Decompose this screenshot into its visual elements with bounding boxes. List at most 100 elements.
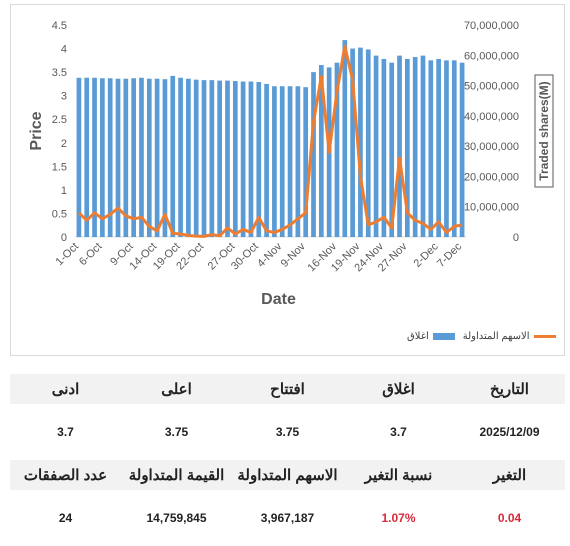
- x-tick-label: 9-Nov: [279, 240, 309, 270]
- header-open: افتتاح: [270, 381, 305, 398]
- y-right-tick-label: 30,000,000: [464, 141, 519, 153]
- price-bar: [201, 80, 207, 238]
- price-bar: [365, 49, 371, 238]
- x-tick-label: 1-Oct: [54, 241, 82, 269]
- price-bar: [107, 78, 113, 237]
- price-bar: [123, 78, 129, 237]
- price-bar: [444, 60, 449, 238]
- y-left-tick-label: 3: [61, 91, 67, 103]
- price-bar: [193, 79, 199, 237]
- price-bar: [232, 81, 238, 237]
- legend-bar-swatch: [432, 333, 455, 340]
- legend-line-swatch: [533, 335, 556, 338]
- header-date: التاريخ: [490, 381, 529, 398]
- header-high: اعلى: [161, 381, 192, 398]
- header-change: التغير: [492, 467, 527, 484]
- value-traded-value: 14,759,845: [146, 511, 207, 525]
- price-bar: [264, 83, 269, 237]
- chart-frame: 0 0.5 1 1.5 2 2.5 3 3.5 4 4.5 0 10,000,000 20,000,00…: [10, 4, 565, 356]
- y-left-tick-label: 2.5: [52, 114, 67, 126]
- price-bar: [451, 60, 457, 238]
- y-right-tick-label: 20,000,000: [464, 171, 519, 183]
- y-right-tick-label: 40,000,000: [464, 111, 519, 123]
- x-tick-label: 30-Oct: [229, 241, 261, 273]
- y-right-tick-label: 10,000,000: [464, 202, 519, 214]
- price-bar: [217, 80, 223, 237]
- traded-shares-line: [77, 44, 463, 238]
- price-bar: [240, 81, 246, 238]
- value-low: 3.7: [57, 425, 74, 439]
- x-tick-label: 4-Nov: [255, 240, 285, 270]
- price-bar: [311, 72, 316, 237]
- price-bar: [178, 77, 183, 238]
- price-bar: [303, 87, 309, 237]
- price-bar: [139, 77, 144, 238]
- value-close: 3.7: [390, 425, 407, 439]
- y-left-tick-label: 3.5: [52, 67, 67, 79]
- price-bar: [381, 58, 387, 237]
- price-bar: [92, 77, 97, 238]
- value-traded-shares: 3,967,187: [260, 511, 315, 525]
- y-left-tick-label: 2: [61, 138, 67, 150]
- price-bar: [76, 77, 82, 238]
- value-open: 3.75: [275, 425, 300, 439]
- price-bar: [162, 79, 168, 237]
- header-trades-count: عدد الصفقات: [23, 467, 108, 484]
- x-tick-label: 7-Dec: [435, 240, 465, 270]
- y-left-axis-title: Price: [28, 111, 45, 150]
- price-bar: [318, 65, 324, 237]
- table-header-row-2: التغير نسبة التغير الاسهم المتداولة القي…: [10, 460, 565, 490]
- legend-item-bar: اغلاق: [407, 331, 455, 342]
- y-left-tick-label: 1: [61, 185, 67, 197]
- x-tick-label: 22-Oct: [174, 241, 206, 273]
- price-bar: [170, 75, 176, 237]
- price-bar: [334, 62, 340, 237]
- price-bar: [405, 58, 410, 237]
- price-bar: [100, 78, 105, 237]
- value-date: 2025/12/09: [479, 425, 540, 439]
- value-change-pct: 1.07%: [381, 511, 416, 525]
- price-bar: [358, 47, 363, 237]
- price-bar: [279, 86, 285, 237]
- price-bar: [84, 77, 90, 238]
- price-bar: [436, 58, 441, 237]
- value-change: 0.04: [497, 511, 522, 525]
- value-trades-count: 24: [58, 511, 73, 525]
- price-bar: [131, 78, 136, 237]
- y-left-tick-label: 4: [61, 44, 67, 56]
- x-axis-title: Date: [261, 291, 296, 308]
- price-bar: [389, 62, 395, 237]
- price-bar: [287, 86, 293, 237]
- header-low: ادنى: [51, 381, 80, 398]
- price-bar: [412, 57, 418, 238]
- x-tick-label: 2-Dec: [412, 240, 442, 270]
- legend-line-label: الاسهم المتداولة: [462, 331, 530, 342]
- price-volume-chart: 0 0.5 1 1.5 2 2.5 3 3.5 4 4.5 0 10,000,000 20,000,00…: [28, 20, 554, 308]
- table-value-row-2: 0.04 1.07% 3,967,187 14,759,845 24: [10, 490, 565, 546]
- y-right-tick-label: 70,000,000: [464, 20, 519, 32]
- price-bar: [186, 78, 191, 237]
- header-close: اغلاق: [382, 381, 415, 398]
- price-bar: [115, 78, 121, 237]
- price-bar: [342, 40, 348, 237]
- y-left-tick-label: 1.5: [52, 161, 67, 173]
- legend-bar-label: اغلاق: [407, 331, 429, 342]
- table-value-row-1: 2025/12/09 3.7 3.75 3.75 3.7: [10, 404, 565, 460]
- y-right-axis-title-box: [534, 74, 554, 188]
- price-bar: [295, 86, 301, 237]
- header-traded-shares: الاسهم المتداولة: [237, 467, 338, 484]
- y-right-axis-title: Traded shares(M): [537, 81, 551, 180]
- price-bar: [428, 60, 434, 238]
- price-bar: [209, 80, 215, 238]
- value-high: 3.75: [164, 425, 189, 439]
- price-bar: [225, 80, 230, 237]
- price-bar: [146, 78, 152, 237]
- price-bar: [350, 48, 355, 237]
- price-bar: [256, 82, 262, 237]
- y-right-tick-label: 0: [513, 232, 519, 244]
- stock-summary-table: التاريخ اغلاق افتتاح اعلى ادنى 2025/12/0…: [10, 374, 565, 546]
- table-header-row-1: التاريخ اغلاق افتتاح اعلى ادنى: [10, 374, 565, 404]
- legend: الاسهم المتداولة اغلاق: [399, 331, 556, 342]
- price-bar: [154, 78, 160, 237]
- price-bar: [459, 62, 465, 237]
